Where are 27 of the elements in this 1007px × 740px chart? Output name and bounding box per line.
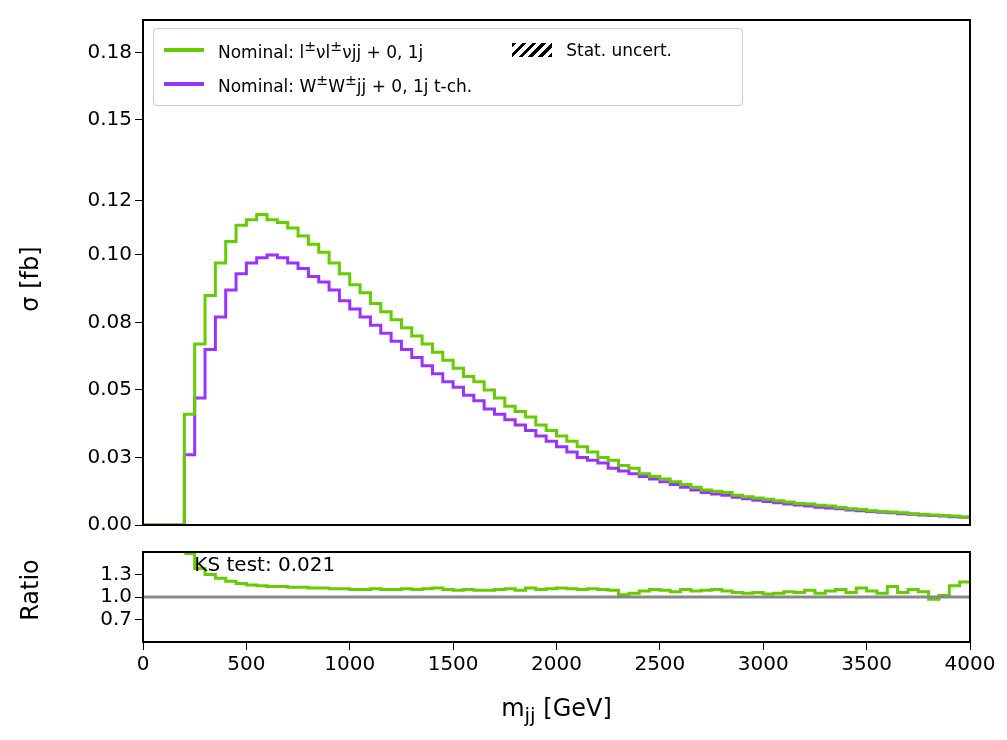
- y-tick-label: 1.3: [100, 560, 132, 585]
- y-axis-title: Ratio: [16, 558, 44, 621]
- x-tick-label: 2500: [634, 651, 686, 676]
- x-axis-title: m$_{jj}$ [GeV]: [501, 694, 612, 727]
- annotation: Stat. uncert.: [566, 40, 672, 60]
- x-tick-label: 4000: [944, 651, 996, 676]
- y-tick-label: 0.18: [87, 38, 132, 63]
- y-tick-label: 0.05: [87, 376, 132, 401]
- y-tick-label: 0.12: [87, 187, 132, 212]
- y-tick-label: 0.00: [87, 511, 132, 536]
- x-tick-label: 500: [227, 651, 266, 676]
- y-tick-label: 0.10: [87, 241, 132, 266]
- legend-label: Nominal: l$^{±}$νl$^{±}$νjj + 0, 1j: [218, 38, 424, 62]
- y-tick-label: 0.03: [87, 443, 132, 468]
- legend-label: Nominal: W$^{±}$W$^{±}$jj + 0, 1j t-ch.: [218, 72, 473, 96]
- x-tick-label: 3500: [841, 651, 893, 676]
- x-tick-label: 1500: [427, 651, 479, 676]
- x-tick-label: 0: [136, 651, 150, 676]
- y-tick-label: 0.15: [87, 106, 132, 131]
- y-axis-title: σ [fb]: [16, 245, 44, 312]
- x-tick-label: 3000: [737, 651, 789, 676]
- y-tick-label: 0.7: [100, 605, 132, 630]
- y-tick-label: 0.08: [87, 308, 132, 333]
- annotation: KS test: 0.021: [194, 552, 336, 577]
- x-tick-label: 2000: [531, 651, 582, 676]
- x-tick-label: 1000: [324, 651, 376, 676]
- y-tick-label: 1.0: [100, 583, 132, 608]
